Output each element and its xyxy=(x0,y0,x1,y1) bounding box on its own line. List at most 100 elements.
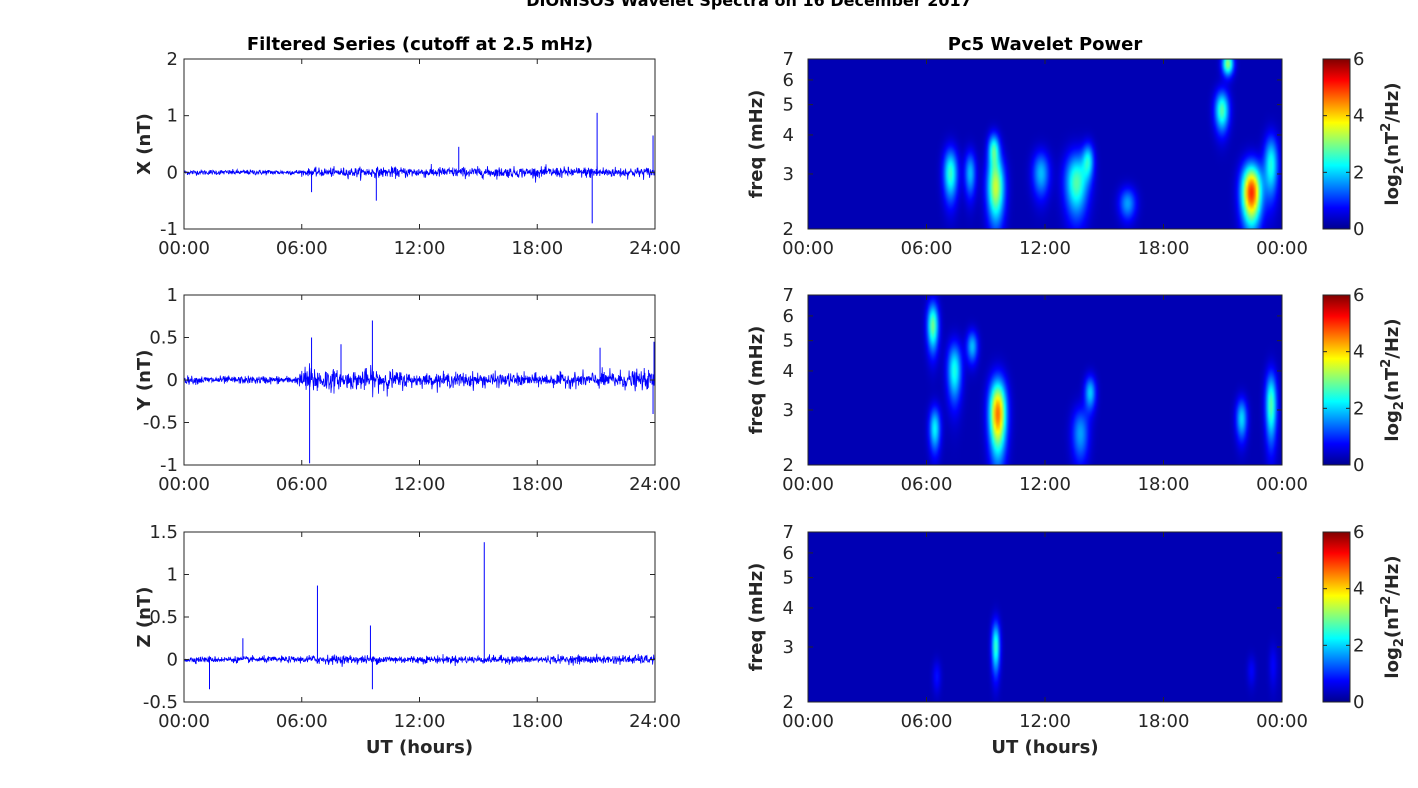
x-series-plot-area xyxy=(184,59,655,229)
x-wavelet-colorbar-tick-label: 6 xyxy=(1353,49,1364,70)
y-series-trace xyxy=(183,363,656,398)
z-wavelet-x-tick-label: 18:00 xyxy=(1138,711,1190,732)
z-series-x-tick-label: 18:00 xyxy=(511,711,563,732)
z-wavelet-x-tick-label: 06:00 xyxy=(901,711,953,732)
x-series-y-tick-label: 2 xyxy=(167,49,178,70)
x-wavelet-y-tick-label: 4 xyxy=(783,125,794,146)
x-wavelet-x-tick-label: 18:00 xyxy=(1138,238,1190,259)
x-wavelet-colorbar-label: log2(nT2/Hz) xyxy=(1379,82,1407,205)
x-wavelet-y-axis-label: freq (mHz) xyxy=(746,90,767,199)
x-wavelet-y-tick-label: 2 xyxy=(783,219,794,240)
z-series-x-tick-label: 24:00 xyxy=(629,711,681,732)
z-series-y-tick-label: 0 xyxy=(167,650,178,671)
z-wavelet-y-tick-label: 4 xyxy=(783,598,794,619)
y-wavelet-x-tick-label: 00:00 xyxy=(1256,474,1308,495)
x-wavelet-x-tick-label: 00:00 xyxy=(782,238,834,259)
x-series-x-tick-label: 12:00 xyxy=(394,238,446,259)
y-series-y-axis-label: Y (nT) xyxy=(134,350,155,412)
figure-suptitle: DIONISOS Wavelet Spectra on 16 December … xyxy=(526,0,972,10)
z-series-plot-area xyxy=(184,532,655,702)
y-series-x-tick-label: 24:00 xyxy=(629,474,681,495)
z-wavelet-y-axis-label: freq (mHz) xyxy=(746,563,767,672)
x-series-x-tick-label: 00:00 xyxy=(158,238,210,259)
left-column-title: Filtered Series (cutoff at 2.5 mHz) xyxy=(247,34,593,55)
z-series-x-tick-label: 12:00 xyxy=(394,711,446,732)
x-wavelet-power-image xyxy=(808,59,1282,229)
z-series-trace xyxy=(184,653,656,667)
y-wavelet-colorbar-tick-label: 6 xyxy=(1353,285,1364,306)
z-wavelet-x-tick-label: 12:00 xyxy=(1019,711,1071,732)
y-series-y-tick-label: 0 xyxy=(167,370,178,391)
y-series-x-tick-label: 00:00 xyxy=(158,474,210,495)
y-wavelet-colorbar-label: log2(nT2/Hz) xyxy=(1379,318,1407,441)
z-wavelet-y-tick-label: 5 xyxy=(783,568,794,589)
y-series-y-tick-label: 0.5 xyxy=(149,328,178,349)
z-wavelet-x-axis-label: UT (hours) xyxy=(991,737,1098,758)
x-series-trace xyxy=(183,163,656,183)
x-series-y-tick-label: 0 xyxy=(167,162,178,183)
z-series-panel: -0.5 0 0.5 1 1.5 Z (nT) 00:00 06:00 12:00 18:00 24… xyxy=(134,522,681,758)
right-column-title: Pc5 Wavelet Power xyxy=(948,34,1143,55)
x-wavelet-x-tick-label: 06:00 xyxy=(901,238,953,259)
y-wavelet-colorbar-tick-label: 4 xyxy=(1353,342,1364,363)
y-wavelet-x-tick-label: 06:00 xyxy=(901,474,953,495)
y-wavelet-y-tick-label: 6 xyxy=(783,306,794,327)
y-series-y-tick-label: 1 xyxy=(167,285,178,306)
x-series-y-tick-label: -1 xyxy=(160,219,178,240)
y-series-y-tick-label: -0.5 xyxy=(143,413,178,434)
y-wavelet-y-tick-label: 7 xyxy=(783,285,794,306)
x-series-panel: -1 0 1 2 X (nT) 00:00 06:00 12:00 18:00 24:00 xyxy=(134,49,681,259)
y-wavelet-x-tick-label: 12:00 xyxy=(1019,474,1071,495)
z-wavelet-y-tick-label: 3 xyxy=(783,637,794,658)
z-series-y-tick-label: 1 xyxy=(167,565,178,586)
x-wavelet-colorbar-tick-label: 4 xyxy=(1353,106,1364,127)
z-wavelet-x-tick-label: 00:00 xyxy=(782,711,834,732)
y-wavelet-colorbar-tick-label: 0 xyxy=(1353,455,1364,476)
z-wavelet-colorbar-tick-label: 0 xyxy=(1353,692,1364,713)
x-wavelet-y-tick-label: 3 xyxy=(783,164,794,185)
x-wavelet-y-tick-label: 5 xyxy=(783,95,794,116)
y-wavelet-colorbar-tick-label: 2 xyxy=(1353,398,1364,419)
y-wavelet-x-tick-label: 00:00 xyxy=(782,474,834,495)
z-wavelet-colorbar-tick-label: 6 xyxy=(1353,522,1364,543)
z-wavelet-y-tick-label: 6 xyxy=(783,543,794,564)
x-wavelet-colorbar-tick-label: 0 xyxy=(1353,219,1364,240)
x-wavelet-colorbar-tick-label: 2 xyxy=(1353,162,1364,183)
z-wavelet-colorbar-tick-label: 2 xyxy=(1353,635,1364,656)
z-wavelet-colorbar xyxy=(1322,531,1351,703)
z-wavelet-x-tick-label: 00:00 xyxy=(1256,711,1308,732)
z-wavelet-colorbar-tick-label: 4 xyxy=(1353,579,1364,600)
y-series-x-tick-label: 18:00 xyxy=(511,474,563,495)
z-wavelet-colorbar-label: log2(nT2/Hz) xyxy=(1379,555,1407,678)
z-wavelet-y-tick-label: 2 xyxy=(783,692,794,713)
x-wavelet-x-tick-label: 12:00 xyxy=(1019,238,1071,259)
z-series-y-tick-label: -0.5 xyxy=(143,692,178,713)
z-series-y-tick-label: 0.5 xyxy=(149,607,178,628)
z-series-y-tick-label: 1.5 xyxy=(149,522,178,543)
y-series-y-tick-label: -1 xyxy=(160,455,178,476)
y-wavelet-colorbar xyxy=(1322,294,1351,466)
y-wavelet-y-tick-label: 4 xyxy=(783,361,794,382)
y-wavelet-y-tick-label: 5 xyxy=(783,331,794,352)
y-series-x-tick-label: 06:00 xyxy=(276,474,328,495)
y-series-panel: -1 -0.5 0 0.5 1 Y (nT) 00:00 06:00 12:00 18:00 24:… xyxy=(134,285,681,495)
z-wavelet-power-image xyxy=(808,532,1282,702)
x-series-x-tick-label: 24:00 xyxy=(629,238,681,259)
x-wavelet-y-tick-label: 6 xyxy=(783,70,794,91)
x-series-x-tick-label: 06:00 xyxy=(276,238,328,259)
y-series-x-tick-label: 12:00 xyxy=(394,474,446,495)
z-series-x-tick-label: 00:00 xyxy=(158,711,210,732)
z-series-y-axis-label: Z (nT) xyxy=(134,587,155,648)
x-series-y-tick-label: 1 xyxy=(167,106,178,127)
z-series-x-tick-label: 06:00 xyxy=(276,711,328,732)
y-wavelet-y-tick-label: 2 xyxy=(783,455,794,476)
y-wavelet-y-axis-label: freq (mHz) xyxy=(746,326,767,435)
x-series-y-axis-label: X (nT) xyxy=(134,113,155,175)
z-series-x-axis-label: UT (hours) xyxy=(366,737,473,758)
x-wavelet-y-tick-label: 7 xyxy=(783,49,794,70)
x-wavelet-x-tick-label: 00:00 xyxy=(1256,238,1308,259)
